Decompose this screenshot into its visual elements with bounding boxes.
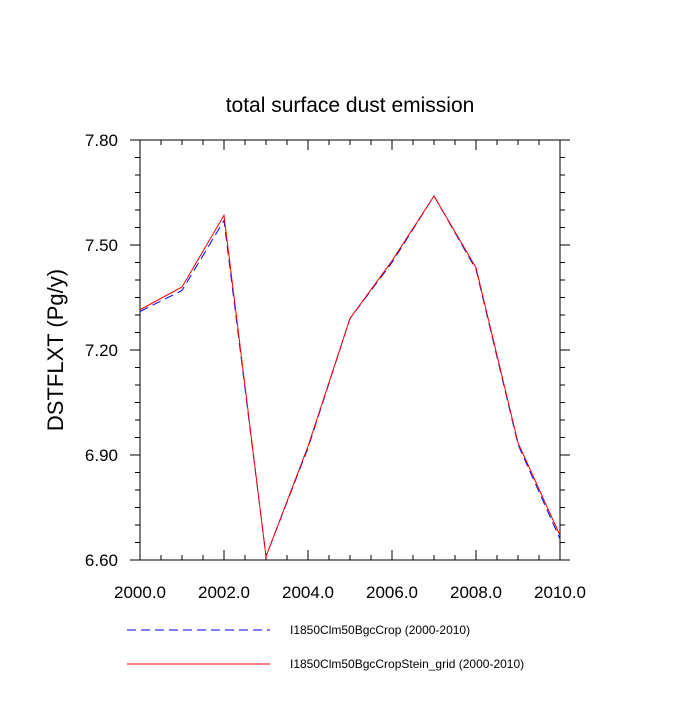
plot-frame [139,139,561,561]
legend-label-1: I1850Clm50BgcCrop (2000-2010) [290,623,470,637]
y-tick-labels: 6.60 6.90 7.20 7.50 7.80 [85,131,118,570]
y-axis-label: DSTFLXT (Pg/y) [43,269,68,431]
x-tick-label: 2002.0 [198,583,250,602]
y-tick-label: 7.20 [85,341,118,360]
x-tick-label: 2000.0 [114,583,166,602]
x-tick-labels: 2000.0 2002.0 2004.0 2006.0 2008.0 2010.0 [114,583,586,602]
chart-title: total surface dust emission [226,94,475,117]
series-lines [139,195,561,557]
x-tick-label: 2004.0 [282,583,334,602]
y-tick-label: 7.50 [85,236,118,255]
series-line-1 [139,195,561,557]
y-tick-label: 6.60 [85,551,118,570]
x-tick-label: 2006.0 [366,583,418,602]
axis-ticks [130,139,570,561]
y-tick-label: 6.90 [85,446,118,465]
legend-label-2: I1850Clm50BgcCropStein_grid (2000-2010) [290,657,524,671]
x-tick-label: 2010.0 [534,583,586,602]
x-tick-label: 2008.0 [450,583,502,602]
series-line-2 [139,195,561,557]
legend: I1850Clm50BgcCrop (2000-2010) I1850Clm50B… [127,623,524,671]
y-tick-label: 7.80 [85,131,118,150]
